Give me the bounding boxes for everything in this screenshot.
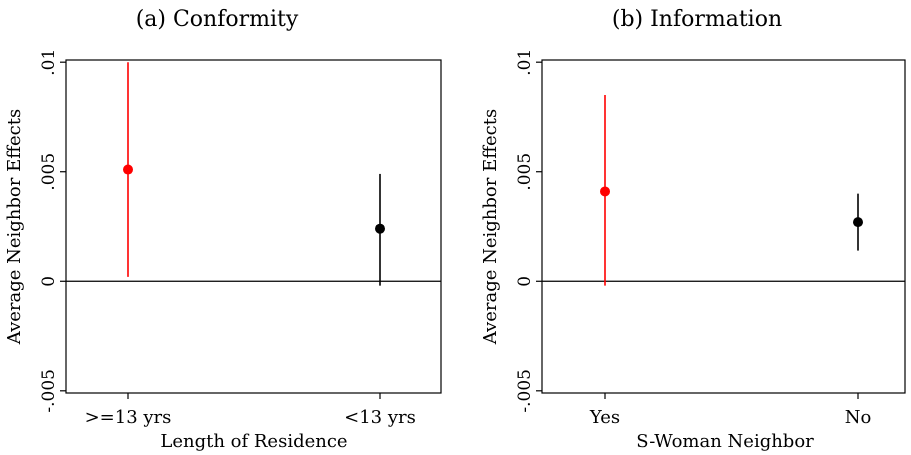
data-point [123, 164, 133, 175]
x-axis-label: Length of Residence [160, 431, 347, 452]
panel-b: (b) Information .01 .005 0 -.005 Average Neig… [480, 7, 906, 452]
y-axis-label: Average Neighbor Effects [480, 109, 501, 345]
y-tick-label: 0 [515, 276, 535, 287]
data-point [375, 223, 385, 234]
y-tick-label: .005 [515, 153, 535, 191]
y-tick-label: -.005 [515, 369, 535, 413]
data-point [600, 186, 610, 197]
plot-frame [541, 59, 906, 394]
x-tick-label: <13 yrs [344, 407, 416, 428]
x-tick-label: >=13 yrs [85, 407, 172, 428]
panel-a: (a) Conformity .01 .005 0 -.005 Average Neigh… [4, 7, 442, 452]
x-axis-label: S-Woman Neighbor [636, 431, 814, 452]
y-tick-label: 0 [39, 276, 59, 287]
data-point [853, 217, 863, 228]
y-tick-label: .01 [39, 49, 59, 76]
y-axis-label: Average Neighbor Effects [4, 109, 25, 345]
x-tick-label: No [845, 407, 872, 428]
y-tick-label: -.005 [39, 369, 59, 413]
x-tick-label: Yes [589, 407, 620, 428]
chart-title: (b) Information [612, 7, 782, 32]
plot-frame [65, 59, 442, 394]
y-tick-label: .01 [515, 49, 535, 76]
chart-title: (a) Conformity [136, 7, 299, 32]
y-tick-label: .005 [39, 153, 59, 191]
